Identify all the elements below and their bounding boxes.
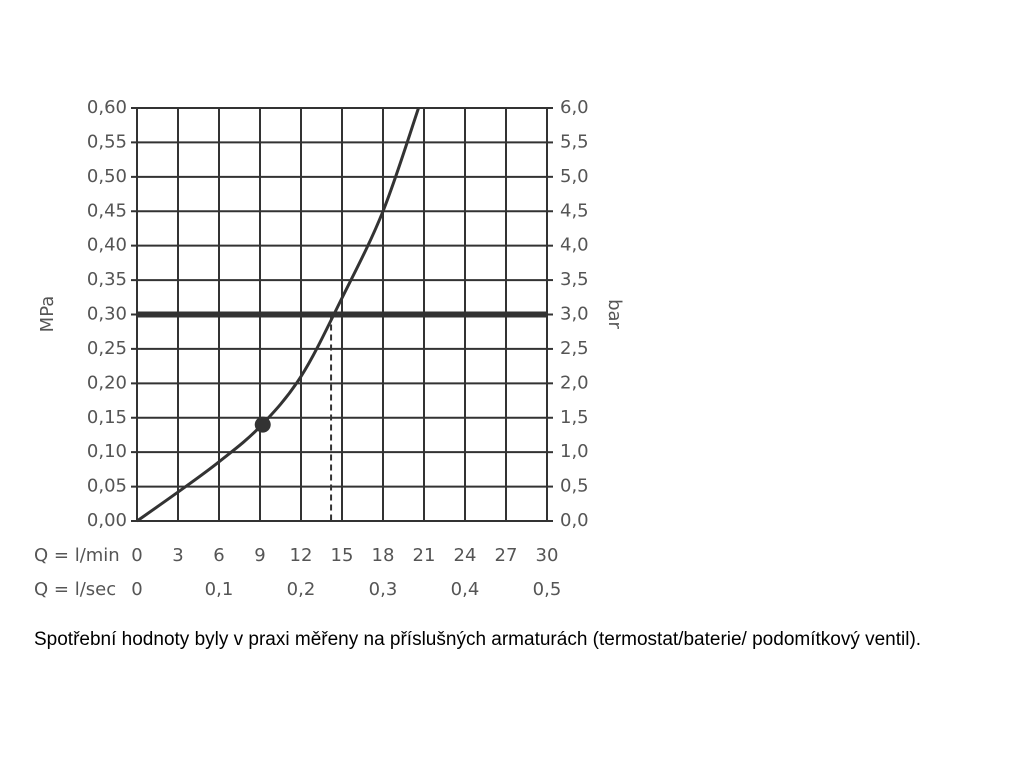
y-tick-label: 0,40	[87, 235, 127, 256]
chart: MPa bar Q = l/min Q = l/sec 0,000,050,10…	[34, 97, 625, 600]
x2-tick-label: 0,1	[205, 579, 234, 600]
x-tick-label: 18	[372, 545, 395, 566]
x-tick-label: 24	[454, 545, 477, 566]
x-tick-label: 30	[536, 545, 559, 566]
x-tick-label: 9	[254, 545, 265, 566]
y-tick-label: 0,60	[87, 97, 127, 118]
y-tick-label: 0,00	[87, 510, 127, 531]
x2-tick-label: 0,3	[369, 579, 398, 600]
y2-tick-label: 3,0	[560, 304, 589, 325]
y-tick-label: 0,50	[87, 166, 127, 187]
y-tick-label: 0,10	[87, 441, 127, 462]
y2-axis-label: bar	[604, 299, 625, 329]
y2-tick-label: 1,0	[560, 441, 589, 462]
y2-tick-label: 3,5	[560, 269, 589, 290]
x-tick-label: 21	[413, 545, 436, 566]
y-tick-label: 0,25	[87, 338, 127, 359]
y-tick-label: 0,35	[87, 269, 127, 290]
y-tick-label: 0,20	[87, 372, 127, 393]
y2-tick-label: 1,5	[560, 407, 589, 428]
y2-tick-label: 5,0	[560, 166, 589, 187]
y-tick-label: 0,15	[87, 407, 127, 428]
x-tick-label: 6	[213, 545, 224, 566]
y-tick-label: 0,55	[87, 131, 127, 152]
y2-tick-label: 0,5	[560, 476, 589, 497]
x-tick-label: 15	[331, 545, 354, 566]
y2-tick-label: 5,5	[560, 131, 589, 152]
curve	[136, 107, 420, 523]
y2-tick-label: 4,5	[560, 200, 589, 221]
x2-axis-label: Q = l/sec	[34, 579, 116, 600]
y2-tick-label: 2,0	[560, 372, 589, 393]
caption: Spotřební hodnoty byly v praxi měřeny na…	[34, 629, 922, 650]
y2-tick-label: 6,0	[560, 97, 589, 118]
y2-tick-label: 0,0	[560, 510, 589, 531]
x-tick-label: 27	[495, 545, 518, 566]
x2-tick-label: 0,2	[287, 579, 316, 600]
x-tick-label: 0	[131, 545, 142, 566]
x-tick-label: 12	[290, 545, 313, 566]
y2-tick-label: 4,0	[560, 235, 589, 256]
x2-tick-label: 0	[131, 579, 142, 600]
marker-point	[254, 416, 271, 433]
y-tick-label: 0,45	[87, 200, 127, 221]
y-tick-label: 0,30	[87, 304, 127, 325]
x-axis-label: Q = l/min	[34, 545, 120, 566]
y-tick-label: 0,05	[87, 476, 127, 497]
x2-tick-label: 0,5	[533, 579, 562, 600]
x2-tick-label: 0,4	[451, 579, 480, 600]
y-axis-label: MPa	[37, 296, 58, 333]
x-tick-label: 3	[172, 545, 183, 566]
y2-tick-label: 2,5	[560, 338, 589, 359]
